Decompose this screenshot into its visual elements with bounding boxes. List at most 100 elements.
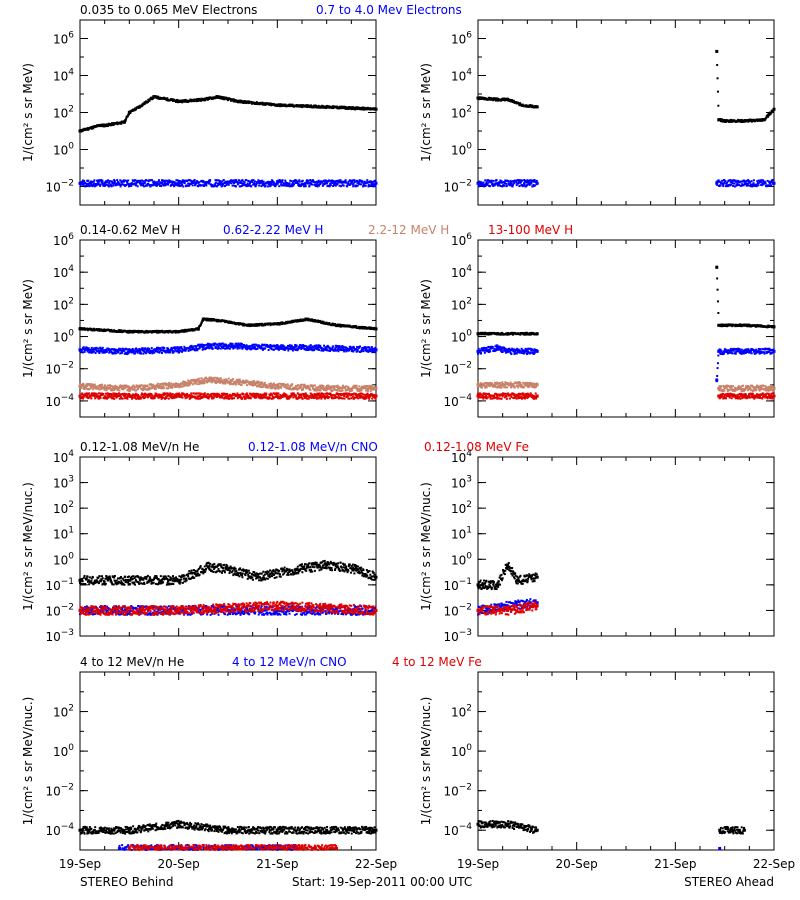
data-dot (103, 388, 106, 391)
data-dot (214, 184, 217, 187)
data-dot (286, 182, 289, 185)
data-dot (214, 342, 217, 345)
data-dot (718, 180, 721, 183)
data-dot (138, 397, 141, 400)
data-dot (246, 182, 249, 185)
data-dot (141, 182, 144, 185)
data-dot (288, 387, 291, 390)
data-dot (198, 377, 201, 380)
data-dot (121, 397, 124, 400)
data-dot (321, 184, 324, 187)
data-dot (223, 185, 226, 188)
data-dot (89, 181, 92, 184)
data-dot (100, 387, 103, 390)
data-dot (306, 346, 309, 349)
data-dot (134, 386, 137, 389)
data-dot (220, 320, 223, 323)
data-dot (160, 185, 163, 188)
data-dot (314, 387, 317, 390)
data-dot (125, 351, 128, 354)
data-dot (134, 352, 137, 355)
data-dot (214, 345, 217, 348)
data-dot (535, 179, 538, 182)
data-dot (176, 182, 179, 185)
data-dot (244, 184, 247, 187)
data-dot (308, 345, 311, 348)
data-dot (349, 183, 352, 186)
data-dot (335, 182, 338, 185)
data-dot (220, 343, 223, 346)
data-dot (154, 394, 157, 397)
data-dot (87, 348, 90, 351)
data-dot (286, 347, 289, 350)
data-dot (207, 342, 210, 345)
data-dot (717, 179, 720, 182)
data-dot (160, 385, 163, 388)
data-dot (326, 182, 329, 185)
data-dot (263, 381, 266, 384)
data-dot (173, 383, 176, 386)
data-dot (153, 96, 155, 99)
data-dot (110, 393, 113, 396)
data-dot (485, 182, 488, 185)
data-dot (272, 384, 275, 387)
data-dot (269, 384, 272, 387)
data-dot (196, 349, 199, 352)
data-dot (291, 349, 294, 352)
data-dot (194, 349, 197, 352)
data-dot (190, 327, 193, 330)
data-dot (82, 179, 85, 182)
data-dot (148, 352, 151, 355)
data-dot (175, 384, 178, 387)
data-dot (82, 346, 85, 349)
data-dot (252, 384, 255, 387)
data-dot (255, 385, 258, 388)
data-dot (174, 184, 177, 187)
data-dot (253, 101, 256, 104)
data-dot (101, 125, 104, 128)
data-dot (731, 181, 734, 184)
data-dot (528, 183, 531, 186)
data-dot (111, 389, 114, 392)
data-dot (351, 326, 354, 329)
data-dot (272, 385, 275, 388)
data-dot (509, 179, 512, 182)
data-dot (299, 320, 302, 323)
data-dot (139, 397, 142, 400)
data-dot (242, 101, 245, 104)
data-dot (237, 378, 240, 381)
data-dot (302, 182, 305, 185)
data-dot (103, 397, 106, 400)
y-tick-label: 100 (53, 329, 74, 345)
data-dot (334, 348, 337, 351)
data-dot (488, 184, 491, 187)
data-dot (82, 395, 85, 398)
data-dot (368, 384, 371, 387)
series-dots (78, 95, 378, 133)
data-dot (264, 184, 267, 187)
data-dot (203, 382, 206, 385)
data-dot (108, 384, 111, 387)
data-dot (193, 380, 196, 383)
data-dot (716, 63, 719, 66)
data-dot (756, 180, 759, 183)
data-dot (215, 96, 218, 99)
data-dot (352, 182, 355, 185)
data-dot (121, 351, 124, 354)
data-dot (152, 95, 155, 98)
data-dot (183, 100, 186, 103)
data-dot (288, 345, 291, 348)
data-dot (286, 344, 289, 347)
data-dot (150, 393, 153, 396)
data-dot (347, 347, 350, 350)
data-dot (272, 348, 275, 351)
data-dot (477, 183, 480, 186)
data-dot (223, 98, 226, 101)
data-dot (221, 342, 224, 345)
data-dot (332, 385, 335, 388)
data-dot (130, 395, 133, 398)
data-dot (197, 378, 200, 381)
data-dot (251, 345, 254, 348)
data-dot (200, 377, 203, 380)
